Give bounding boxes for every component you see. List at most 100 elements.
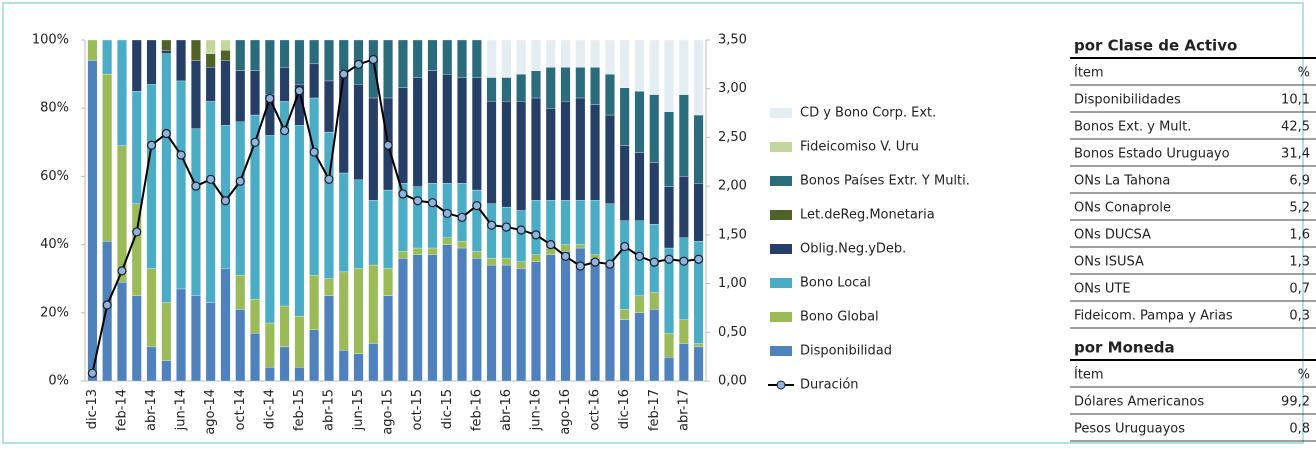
bar-segment	[649, 162, 660, 225]
bar-segment	[324, 80, 334, 133]
bar-segment	[560, 101, 571, 201]
legend-swatch	[770, 244, 792, 254]
legend-label: CD y Bono Corp. Ext.	[800, 106, 936, 121]
x-tick-label: feb-16	[469, 389, 484, 431]
line-marker	[442, 208, 452, 219]
bar-segment	[560, 200, 571, 245]
bar-segment	[324, 39, 334, 82]
bar-segment	[220, 39, 231, 51]
bar-segment	[605, 203, 615, 262]
bar-segment	[605, 264, 615, 382]
y2-tick-label: 3,50	[718, 33, 747, 48]
table-row-label: ONs La Tahona	[1074, 174, 1170, 189]
bar-segment	[501, 39, 512, 78]
bar-segment	[560, 67, 571, 102]
bar-segment	[353, 84, 364, 180]
x-tick-label: dic-15	[440, 389, 455, 429]
y2-tick-label: 1,50	[718, 227, 747, 242]
bar-segment	[693, 39, 704, 116]
line-marker	[546, 240, 556, 250]
bar-segment	[309, 63, 320, 99]
line-marker	[117, 266, 127, 276]
bar-segment	[235, 275, 246, 310]
bar-segment	[664, 111, 674, 187]
legend-swatch	[770, 142, 792, 152]
line-marker	[87, 368, 97, 378]
bar-segment	[486, 258, 497, 266]
bar-segment	[412, 39, 423, 78]
bar-segment	[634, 91, 645, 153]
legend-swatch	[770, 108, 792, 118]
x-tick-label: oct-14	[233, 389, 248, 430]
table-row-label: Dólares Americanos	[1074, 395, 1204, 410]
y2-tick-label: 3,00	[718, 81, 747, 96]
bar-segment	[501, 264, 512, 382]
bar-segment	[353, 268, 364, 354]
bar-segment	[338, 70, 349, 174]
chart-border	[2, 2, 1304, 444]
bar-segment	[590, 258, 600, 382]
bar-segment	[560, 251, 571, 382]
bar-segment	[427, 247, 438, 255]
bar-segment	[117, 281, 127, 382]
bar-segment	[368, 200, 379, 266]
bar-segment	[427, 254, 438, 382]
bar-segment	[368, 343, 379, 382]
bar-segment	[531, 200, 541, 255]
bar-segment	[412, 247, 423, 255]
bar-segment	[294, 125, 305, 317]
bar-segment	[250, 70, 260, 116]
bar-segment	[531, 39, 541, 71]
bar-segment	[678, 319, 689, 344]
bar-segment	[338, 271, 349, 351]
bar-segment	[191, 60, 201, 129]
bar-segment	[191, 128, 201, 296]
bar-segment	[590, 104, 600, 201]
legend-label: Let.deReg.Monetaria	[800, 208, 935, 223]
bar-segment	[486, 264, 497, 382]
bar-segment	[605, 114, 615, 204]
bar-segment	[398, 39, 408, 88]
bar-segment	[279, 67, 290, 102]
bar-segment	[117, 39, 127, 146]
bar-segment	[486, 101, 497, 204]
y-tick-label: 100%	[32, 33, 69, 48]
bar-segment	[693, 183, 704, 242]
bar-segment	[250, 39, 260, 71]
bar-segment	[693, 346, 704, 382]
bar-segment	[220, 268, 231, 382]
bar-segment	[516, 210, 527, 262]
bar-segment	[693, 114, 704, 184]
bar-segment	[575, 97, 586, 201]
bar-segment	[294, 39, 305, 85]
section-title: por Moneda	[1074, 339, 1175, 357]
bar-segment	[457, 241, 467, 249]
line-marker	[102, 300, 112, 310]
bar-segment	[309, 97, 320, 276]
bar-segment	[531, 70, 541, 99]
bar-segment	[516, 268, 527, 382]
bar-segment	[338, 39, 349, 71]
bar-segment	[235, 70, 246, 122]
x-tick-label: ago-16	[558, 389, 573, 435]
table-row-label: Fideicom. Pampa y Arias	[1074, 309, 1233, 324]
legend-swatch	[770, 346, 792, 356]
x-tick-label: jun-16	[528, 389, 543, 431]
bar-segment	[649, 309, 660, 382]
bar-segment	[486, 39, 497, 78]
x-tick-label: dic-13	[85, 389, 100, 429]
bar-segment	[324, 278, 334, 296]
table-row-value: 1,3	[1289, 255, 1310, 270]
x-tick-label: feb-17	[647, 389, 662, 431]
bar-segment	[383, 189, 393, 269]
bar-segment	[442, 39, 453, 75]
bar-segment	[205, 101, 216, 303]
bar-segment	[368, 97, 379, 201]
legend-swatch	[770, 312, 792, 322]
bar-segment	[427, 183, 438, 249]
bar-segment	[649, 94, 660, 163]
x-tick-label: jun-14	[174, 389, 189, 431]
bar-segment	[368, 264, 379, 344]
bar-segment	[191, 295, 201, 382]
